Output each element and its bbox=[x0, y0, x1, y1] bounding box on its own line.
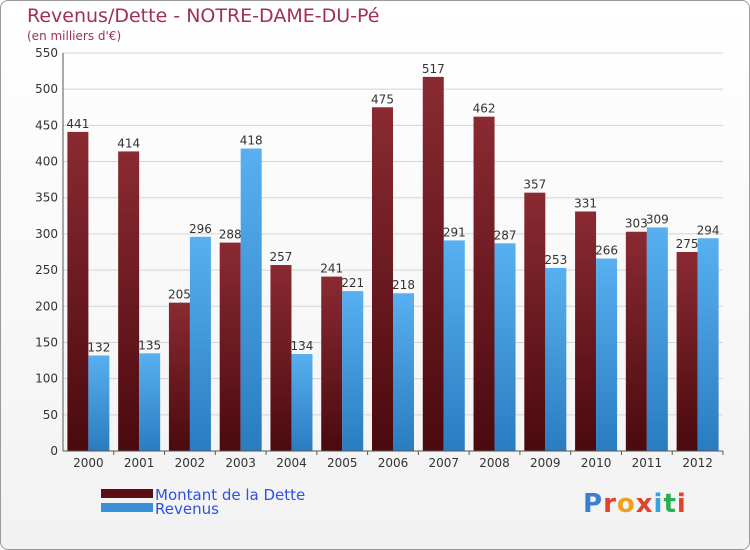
legend-swatch-revenue bbox=[101, 503, 153, 512]
y-tick-label: 100 bbox=[35, 372, 58, 386]
chart-subtitle: (en milliers d'€) bbox=[27, 29, 122, 43]
bar-debt-2000 bbox=[67, 131, 89, 452]
bar-revenue-2010 bbox=[596, 258, 618, 451]
y-tick-label: 450 bbox=[35, 118, 58, 132]
y-tick-label: 400 bbox=[35, 155, 58, 169]
data-label-revenue-2004: 134 bbox=[291, 339, 314, 353]
bar-debt-2006 bbox=[372, 107, 393, 451]
bar-revenue-2011 bbox=[646, 227, 668, 451]
x-tick-label: 2005 bbox=[327, 456, 358, 470]
data-label-debt-2011: 303 bbox=[625, 217, 648, 231]
bar-layer bbox=[67, 76, 719, 452]
data-label-revenue-2000: 132 bbox=[87, 340, 110, 354]
data-label-revenue-2005: 221 bbox=[341, 276, 364, 290]
bar-revenue-2012 bbox=[697, 238, 719, 451]
x-tick-label: 2007 bbox=[428, 456, 459, 470]
data-label-revenue-2007: 291 bbox=[443, 225, 466, 239]
x-tick-label: 2008 bbox=[479, 456, 510, 470]
y-tick-label: 150 bbox=[35, 335, 58, 349]
data-label-debt-2006: 475 bbox=[371, 92, 394, 106]
bar-debt-2003 bbox=[219, 242, 241, 451]
logo-letter: o bbox=[616, 489, 636, 519]
bar-debt-2002 bbox=[168, 302, 190, 451]
x-tick-label: 2010 bbox=[581, 456, 612, 470]
data-label-debt-2007: 517 bbox=[422, 62, 445, 76]
bar-revenue-2004 bbox=[291, 354, 313, 451]
y-tick-label: 0 bbox=[50, 444, 58, 458]
logo-letter: P bbox=[583, 489, 604, 519]
bar-revenue-2001 bbox=[139, 353, 161, 451]
bar-debt-2005 bbox=[321, 276, 343, 451]
data-label-revenue-2003: 418 bbox=[240, 134, 263, 148]
legend-label-debt: Montant de la Dette bbox=[155, 486, 305, 504]
bar-revenue-2000 bbox=[88, 355, 110, 451]
data-label-debt-2001: 414 bbox=[117, 136, 140, 150]
y-tick-label: 50 bbox=[43, 408, 58, 422]
bar-debt-2004 bbox=[270, 265, 292, 451]
x-tick-label: 2006 bbox=[378, 456, 409, 470]
y-tick-label: 350 bbox=[35, 191, 58, 205]
bar-revenue-2008 bbox=[494, 243, 516, 451]
data-label-debt-2004: 257 bbox=[270, 250, 293, 264]
y-tick-label: 250 bbox=[35, 263, 58, 277]
x-tick-label: 2003 bbox=[225, 456, 256, 470]
data-label-revenue-2006: 218 bbox=[392, 278, 415, 292]
bar-revenue-2007 bbox=[443, 240, 465, 451]
bar-debt-2010 bbox=[575, 211, 597, 451]
data-label-debt-2009: 357 bbox=[523, 178, 546, 192]
x-tick-label: 2001 bbox=[124, 456, 155, 470]
data-label-debt-2005: 241 bbox=[320, 262, 343, 276]
y-tick-label: 200 bbox=[35, 299, 58, 313]
bar-debt-2001 bbox=[118, 151, 140, 451]
logo-letter: x bbox=[635, 489, 654, 519]
x-tick-label: 2009 bbox=[530, 456, 561, 470]
legend: Montant de la Dette Revenus bbox=[101, 486, 305, 518]
data-label-debt-2002: 205 bbox=[168, 288, 191, 302]
data-label-debt-2008: 462 bbox=[473, 102, 496, 116]
data-label-debt-2003: 288 bbox=[219, 228, 242, 242]
bar-revenue-2006 bbox=[393, 293, 414, 451]
proxiti-logo: Proxiti bbox=[583, 489, 687, 519]
bar-revenue-2005 bbox=[342, 291, 364, 451]
data-label-revenue-2002: 296 bbox=[189, 222, 212, 236]
logo-letter: r bbox=[603, 489, 617, 519]
bar-debt-2011 bbox=[625, 231, 647, 451]
data-label-revenue-2001: 135 bbox=[138, 338, 161, 352]
bar-revenue-2002 bbox=[189, 236, 211, 451]
data-label-debt-2000: 441 bbox=[66, 117, 89, 131]
bar-revenue-2009 bbox=[545, 267, 567, 451]
bar-debt-2012 bbox=[676, 252, 698, 451]
data-label-debt-2012: 275 bbox=[676, 237, 699, 251]
x-tick-label: 2004 bbox=[276, 456, 307, 470]
bar-debt-2008 bbox=[473, 116, 495, 452]
bar-revenue-2003 bbox=[240, 148, 262, 451]
legend-swatch-debt bbox=[101, 489, 153, 498]
bar-debt-2007 bbox=[422, 76, 444, 451]
x-tick-label: 2000 bbox=[73, 456, 104, 470]
data-label-revenue-2010: 266 bbox=[595, 244, 618, 258]
x-tick-label: 2012 bbox=[682, 456, 713, 470]
logo-letter: t bbox=[663, 489, 677, 519]
chart-title: Revenus/Dette - NOTRE-DAME-DU-Pé bbox=[27, 5, 380, 27]
data-label-debt-2010: 331 bbox=[574, 196, 597, 210]
y-tick-label: 550 bbox=[35, 46, 58, 60]
y-tick-label: 500 bbox=[35, 82, 58, 96]
data-label-revenue-2008: 287 bbox=[494, 228, 517, 242]
data-label-revenue-2012: 294 bbox=[697, 223, 720, 237]
axis-layer: 0 50 100 150 200 250 300 350 400 450 500 550 2000 200… bbox=[35, 46, 724, 470]
data-label-revenue-2009: 253 bbox=[544, 253, 567, 267]
logo-letter: i bbox=[653, 489, 664, 519]
y-tick-label: 300 bbox=[35, 227, 58, 241]
x-tick-label: 2011 bbox=[632, 456, 663, 470]
bar-debt-2009 bbox=[524, 192, 546, 452]
logo-letter: i bbox=[676, 489, 687, 519]
x-tick-label: 2002 bbox=[175, 456, 206, 470]
data-label-revenue-2011: 309 bbox=[646, 212, 669, 226]
legend-label-revenue: Revenus bbox=[155, 500, 219, 518]
